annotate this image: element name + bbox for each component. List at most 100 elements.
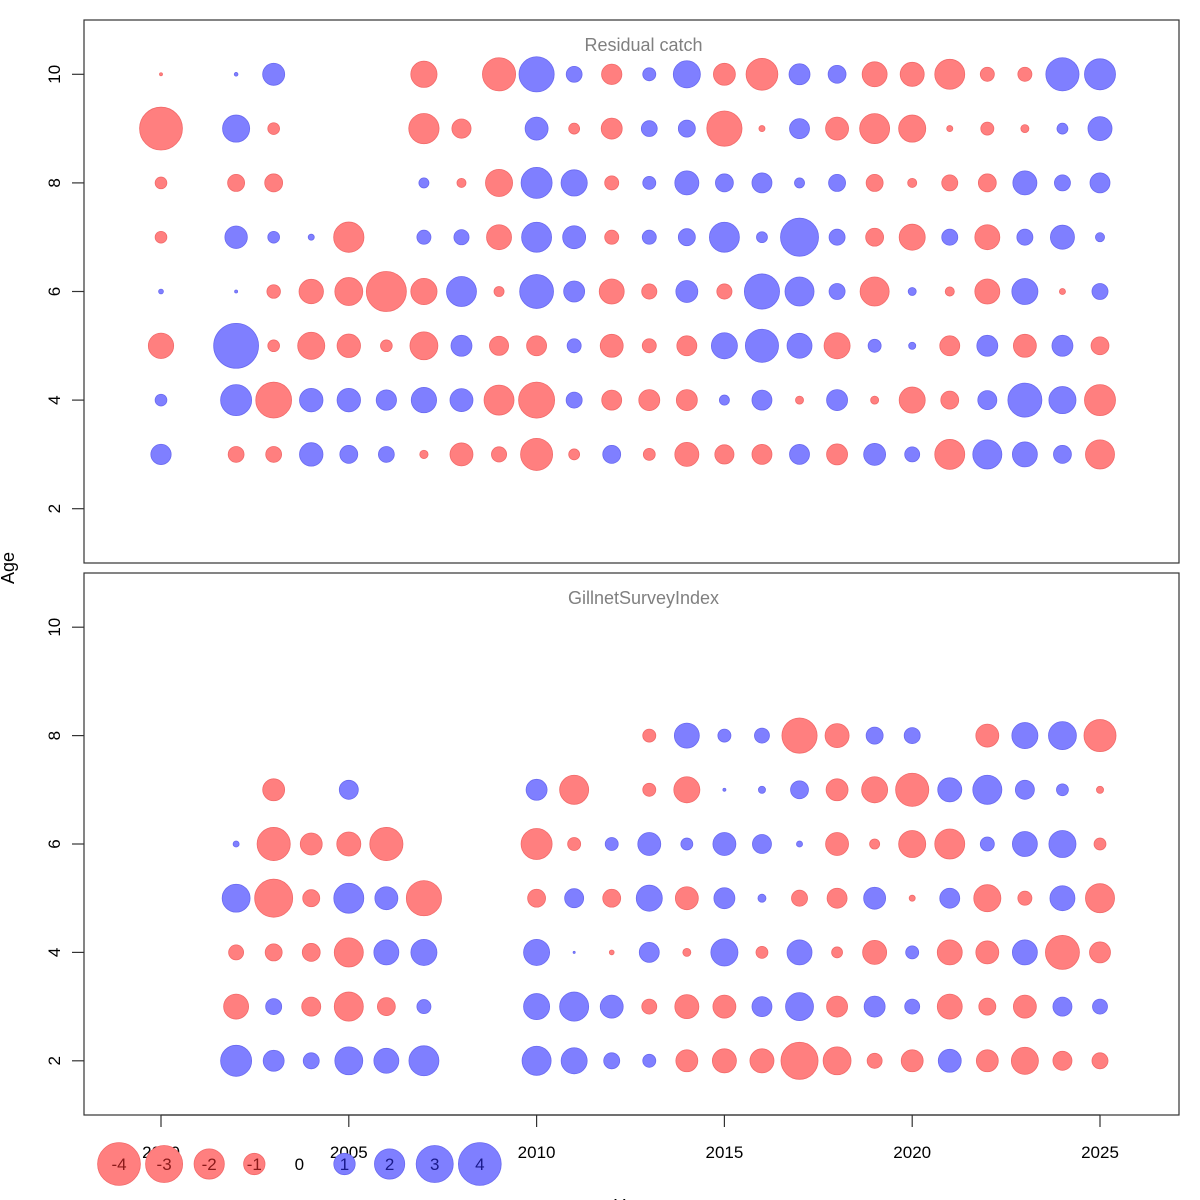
bubble-negative <box>825 778 849 802</box>
x-tick-label: 2020 <box>893 1143 931 1162</box>
bubble-positive <box>1095 232 1105 243</box>
bubble-negative <box>1013 333 1037 358</box>
bubble-negative <box>147 332 175 359</box>
bubble-negative <box>898 223 926 251</box>
bubble-positive <box>418 177 430 189</box>
bubble-negative <box>706 110 743 147</box>
bubble-positive <box>638 942 660 963</box>
bubble-positive <box>635 884 663 912</box>
bubble-positive <box>221 883 251 913</box>
bubble-positive <box>789 444 810 465</box>
bubble-negative <box>711 1048 737 1074</box>
bubble-negative <box>675 1049 699 1073</box>
bubble-positive <box>937 777 963 803</box>
bubble-negative <box>1010 1046 1039 1075</box>
bubble-positive <box>826 389 848 411</box>
bubble-negative <box>159 72 163 77</box>
bubble-negative <box>641 338 657 354</box>
bubble-negative <box>682 947 692 957</box>
bubble-positive <box>565 391 583 409</box>
y-tick-label: 8 <box>45 178 64 187</box>
bubble-negative <box>491 446 508 463</box>
bubble-negative <box>297 331 326 360</box>
bubble-positive <box>784 276 815 307</box>
bubble-positive <box>828 174 846 192</box>
legend-label: 4 <box>475 1155 484 1174</box>
bubble-negative <box>642 448 656 461</box>
bubble-negative <box>781 717 818 754</box>
bubble-positive <box>754 727 770 744</box>
bubble-positive <box>520 166 553 199</box>
panels: Residual catch 2 4 6 8 10 GillnetSurveyIndex 2 4… <box>45 19 1180 1116</box>
bubble-positive <box>907 287 917 296</box>
bubble-positive <box>521 1045 552 1076</box>
bubble-positive <box>1051 334 1074 357</box>
bubble-negative <box>228 944 245 961</box>
bubble-negative <box>527 888 546 908</box>
bubble-positive <box>603 1052 621 1070</box>
bubble-negative <box>262 778 286 802</box>
bubble-negative <box>939 335 961 357</box>
bubble-positive <box>154 393 168 407</box>
bubble-positive <box>563 280 586 303</box>
legend-label: 1 <box>340 1155 349 1174</box>
bubble-negative <box>485 168 513 197</box>
bubble-negative <box>299 832 323 856</box>
bubble-negative <box>336 333 361 358</box>
bubble-negative <box>483 384 515 416</box>
bubble-positive <box>863 886 887 910</box>
bubble-positive <box>1007 382 1043 418</box>
bubble-negative <box>336 831 362 857</box>
bubble-positive <box>267 230 280 244</box>
bubble-negative <box>377 997 396 1016</box>
legend-bubble <box>243 1152 266 1176</box>
bubble-positive <box>863 443 887 466</box>
bubble-positive <box>718 394 730 406</box>
bubble-negative <box>520 437 554 471</box>
panel-1: Residual catch 2 4 6 8 10 <box>45 19 1180 564</box>
bubble-negative <box>227 174 246 192</box>
bubble-negative <box>154 176 168 190</box>
bubble-positive <box>789 118 810 139</box>
legend-bubble <box>333 1152 356 1176</box>
bubble-negative <box>674 441 700 467</box>
x-tick-label: 2010 <box>518 1143 556 1162</box>
bubble-positive <box>416 999 432 1015</box>
bubble-positive <box>234 289 239 294</box>
bubble-positive <box>1091 283 1109 300</box>
bubble-positive <box>262 62 286 86</box>
bubble-positive <box>560 1047 588 1075</box>
bubble-positive <box>827 64 847 84</box>
bubble-negative <box>1089 941 1111 964</box>
bubble-negative <box>676 335 698 357</box>
bubble-negative <box>267 122 280 135</box>
bubble-positive <box>525 778 548 801</box>
y-tick-label: 8 <box>45 731 64 740</box>
bubble-positive <box>642 1053 657 1068</box>
bubble-negative <box>745 58 779 91</box>
bubble-negative <box>898 830 927 858</box>
bubble-positive <box>674 170 700 196</box>
bubble-positive <box>333 882 365 914</box>
bubble-negative <box>482 57 517 92</box>
bubble-negative <box>758 125 766 133</box>
bubble-positive <box>675 280 699 303</box>
bubble-negative <box>859 113 891 144</box>
bubble-negative <box>405 880 442 917</box>
bubble-negative <box>1093 837 1107 851</box>
bubble-negative <box>826 887 848 909</box>
bubble-negative <box>604 229 620 245</box>
bubble-positive <box>757 893 767 903</box>
bubble-positive <box>378 446 395 463</box>
bubble-negative <box>780 1041 819 1080</box>
bubble-negative <box>599 333 624 358</box>
bubble-positive <box>373 939 400 966</box>
bubble-positive <box>265 998 283 1016</box>
bubble-negative <box>869 838 881 850</box>
bubble-positive <box>1050 224 1075 250</box>
bubble-negative <box>978 997 997 1016</box>
bubble-positive <box>788 63 811 86</box>
bubble-positive <box>1012 939 1038 966</box>
bubble-positive <box>641 229 657 245</box>
bubble-positive <box>717 728 732 743</box>
